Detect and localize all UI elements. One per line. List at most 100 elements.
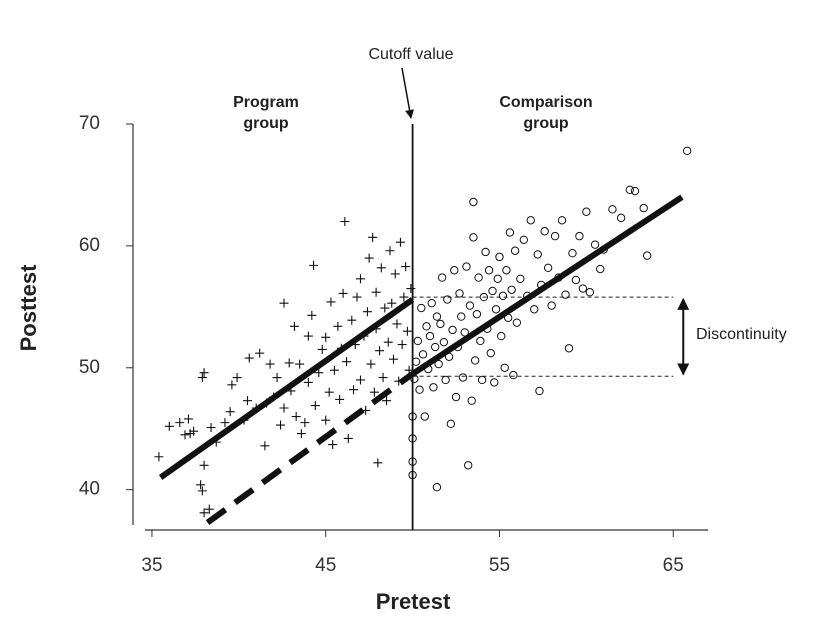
plus-point (387, 298, 397, 308)
circle-point (472, 309, 482, 319)
circle-point (530, 305, 539, 314)
x-tick-label: 55 (489, 555, 510, 576)
plus-point (388, 354, 398, 364)
cutoff-arrow (401, 67, 414, 119)
circle-point (543, 263, 553, 273)
circle-point (437, 273, 447, 282)
x-tick-label: 45 (315, 555, 336, 576)
circle-point (484, 266, 494, 275)
plus-point (324, 387, 334, 397)
circle-point (443, 295, 452, 304)
plus-point (328, 440, 338, 450)
plus-point (314, 368, 324, 378)
circle-point (432, 312, 442, 321)
circle-point (434, 359, 443, 369)
fit-line (410, 194, 684, 377)
plus-point (375, 346, 385, 356)
plus-point (206, 422, 216, 432)
plus-point (385, 246, 395, 256)
plus-point (355, 375, 365, 385)
group-label: Program group (233, 94, 299, 132)
circle-point (526, 216, 535, 225)
plus-point (342, 357, 352, 367)
plus-point (317, 344, 327, 354)
circle-point (516, 274, 525, 283)
plus-point (260, 441, 270, 451)
plus-point (255, 348, 265, 358)
plus-point (378, 373, 388, 383)
plus-point (338, 288, 348, 298)
plus-point (175, 418, 185, 428)
circle-point (495, 252, 504, 262)
circle-point (408, 412, 417, 421)
plus-point (399, 292, 409, 302)
plus-point (180, 430, 190, 440)
circle-point (458, 373, 468, 382)
circle-point (436, 319, 445, 329)
x-axis-label: Pretest (376, 589, 451, 614)
plus-point (154, 452, 164, 462)
plus-point (183, 414, 193, 424)
plus-point (284, 358, 294, 368)
circle-point (571, 275, 581, 285)
plus-point (199, 460, 209, 470)
circle-point (500, 363, 509, 372)
circle-point (413, 336, 423, 346)
circle-point (464, 461, 473, 470)
plus-point (392, 319, 402, 329)
circle-point (465, 301, 475, 310)
circle-point (477, 375, 487, 385)
circle-point (446, 419, 456, 429)
plus-point (227, 380, 237, 390)
circle-point (429, 383, 438, 392)
circle-point (479, 292, 489, 302)
circle-point (467, 396, 476, 405)
circle-point (491, 305, 501, 314)
plus-point (307, 310, 317, 320)
circle-point (441, 375, 450, 385)
plus-point (340, 217, 350, 227)
circle-point (497, 331, 506, 341)
circle-point (639, 203, 648, 213)
fit-line (205, 371, 415, 525)
circle-point (432, 483, 442, 492)
plus-point (310, 401, 320, 411)
plus-point (321, 415, 331, 425)
group-label: Comparison group (499, 94, 592, 132)
circle-point (519, 235, 529, 244)
circle-point (561, 290, 570, 299)
circle-point (469, 197, 478, 207)
circle-point (493, 274, 502, 283)
circle-point (422, 322, 431, 331)
plus-point (196, 480, 206, 490)
plus-point (197, 486, 207, 496)
circle-point (533, 250, 542, 259)
plus-point (204, 504, 214, 514)
plus-point (291, 412, 301, 422)
plus-point (265, 359, 275, 369)
plus-point (164, 421, 174, 431)
plus-point (243, 396, 253, 406)
plus-point (335, 394, 345, 404)
plus-point (401, 262, 411, 272)
circle-point (540, 227, 549, 236)
circle-point (455, 289, 464, 298)
plus-point (279, 403, 289, 413)
plus-point (380, 303, 390, 313)
circle-point (590, 240, 600, 249)
circle-point (509, 370, 518, 380)
circle-point (505, 228, 515, 237)
y-tick-label: 60 (79, 235, 100, 256)
plus-point (371, 287, 381, 297)
plus-point (373, 458, 383, 468)
circle-point (564, 344, 574, 353)
plus-point (309, 260, 319, 270)
circle-point (608, 205, 617, 214)
circle-point (408, 434, 417, 443)
circle-point (510, 246, 520, 255)
circle-point (507, 285, 516, 294)
plus-point (383, 337, 393, 347)
plus-point (303, 331, 313, 341)
circle-point (490, 378, 499, 387)
plus-point (402, 326, 412, 336)
